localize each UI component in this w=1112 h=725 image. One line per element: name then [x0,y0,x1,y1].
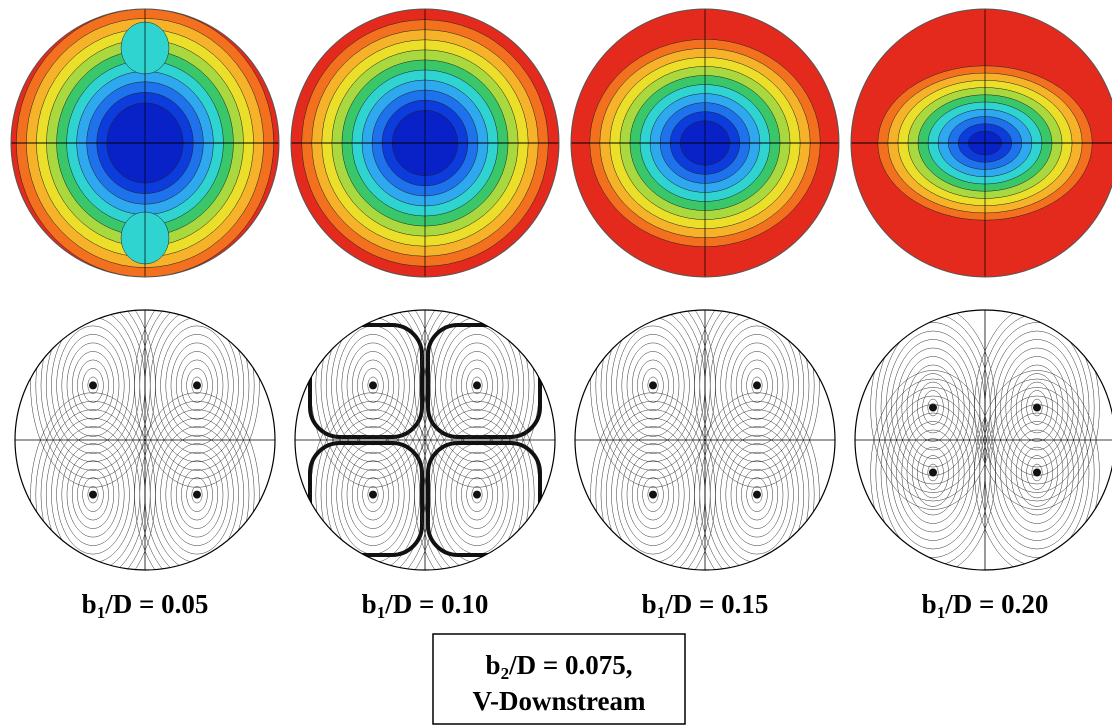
label-sub: 1 [657,603,666,622]
vortex-core [649,491,657,499]
caption-line2: V-Downstream [473,686,646,716]
vortex-core [929,469,937,477]
label-base: b [642,589,657,619]
label-rest: /D = 0.05 [104,589,208,619]
vortex-core [369,381,377,389]
caption-sub: 2 [501,664,510,683]
contour-panel [851,9,1112,277]
contour-panel [291,9,559,277]
vortex-core [193,381,201,389]
vortex-core [649,381,657,389]
label-sub: 1 [937,603,946,622]
label-base: b [362,589,377,619]
streamline-panel [295,283,555,596]
caption-base: b [486,650,501,680]
contour-panel [11,9,279,277]
caption-rest: /D = 0.075, [508,650,632,680]
panel-label: b1/D = 0.10 [362,589,489,622]
vortex-core [193,491,201,499]
panel-label: b1/D = 0.20 [922,589,1049,622]
figure-canvas: b2/D = 0.075, V-Downstream b1/D = 0.05b1… [0,0,1112,725]
label-sub: 1 [377,603,386,622]
vortex-core [89,381,97,389]
panels [11,9,1112,597]
label-rest: /D = 0.20 [944,589,1048,619]
contour-panel [571,9,839,277]
streamline-panel [575,283,835,596]
vortex-core [473,491,481,499]
vortex-core [753,381,761,389]
streamline-panel [855,306,1112,575]
panel-label: b1/D = 0.15 [642,589,769,622]
label-rest: /D = 0.15 [664,589,768,619]
label-base: b [82,589,97,619]
vortex-core [89,491,97,499]
panel-label: b1/D = 0.05 [82,589,209,622]
vortex-core [1033,469,1041,477]
vortex-core [753,491,761,499]
label-rest: /D = 0.10 [384,589,488,619]
figure: b2/D = 0.075, V-Downstream b1/D = 0.05b1… [0,0,1112,725]
vortex-core [473,381,481,389]
label-base: b [922,589,937,619]
vortex-core [369,491,377,499]
label-sub: 1 [97,603,106,622]
streamline-panel [15,283,275,596]
